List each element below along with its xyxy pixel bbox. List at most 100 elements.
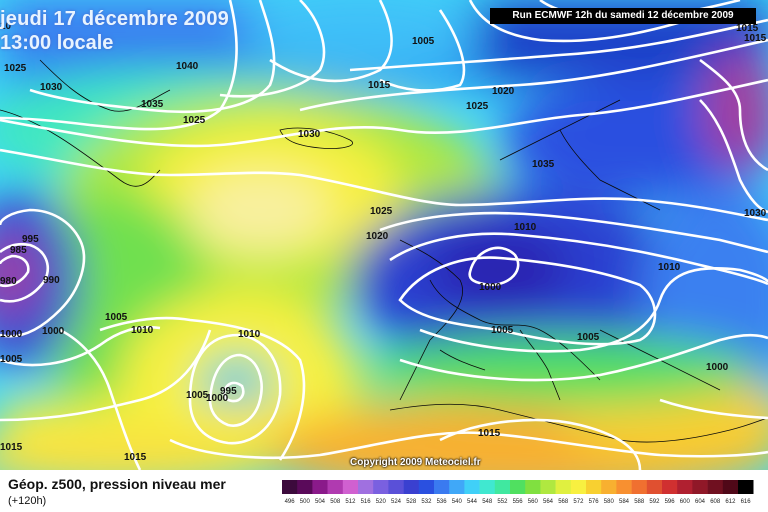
isobar-label: 1035 <box>532 159 555 170</box>
scale-label: 548 <box>482 499 493 505</box>
isobar-label: 1035 <box>141 99 164 110</box>
scale-label: 616 <box>741 499 752 505</box>
isobar-label: 1030 <box>40 82 63 93</box>
isobar-label: 1030 <box>298 129 321 140</box>
scale-label: 500 <box>300 499 311 505</box>
scale-label: 528 <box>406 499 417 505</box>
scale-label: 592 <box>649 499 660 505</box>
scale-swatch <box>403 480 420 494</box>
isobar-label: 1025 <box>183 115 206 126</box>
forecast-time: 13:00 locale <box>0 32 114 54</box>
scale-swatch <box>434 480 450 494</box>
scale-swatch <box>312 480 328 494</box>
isobar-label: 1005 <box>0 354 23 365</box>
isobar-label: 1005 <box>491 325 514 336</box>
scale-label: 604 <box>695 499 706 505</box>
run-info-badge: Run ECMWF 12h du samedi 12 décembre 2009 <box>490 8 756 24</box>
scale-swatch <box>449 480 465 494</box>
scale-swatch <box>464 480 480 494</box>
scale-swatch <box>510 480 526 494</box>
scale-swatch <box>297 480 313 494</box>
isobar-label: 1005 <box>186 390 209 401</box>
scale-label: 568 <box>558 499 569 505</box>
isobar-label: 995 <box>22 234 39 245</box>
scale-label: 540 <box>452 499 463 505</box>
scale-swatch <box>342 480 359 494</box>
scale-label: 524 <box>391 499 402 505</box>
isobar-label: 1005 <box>412 36 435 47</box>
scale-swatch <box>358 480 374 494</box>
scale-swatch <box>282 480 298 494</box>
scale-swatch <box>586 480 602 494</box>
isobar-label: 1010 <box>131 325 154 336</box>
scale-swatch <box>601 480 617 494</box>
scale-swatch <box>738 480 754 494</box>
scale-swatch <box>707 480 724 494</box>
isobar-label: 1015 <box>736 23 759 34</box>
scale-swatch <box>646 480 663 494</box>
scale-label: 584 <box>619 499 630 505</box>
scale-swatch <box>570 480 587 494</box>
scale-label: 572 <box>573 499 584 505</box>
color-scale: 496 500 504 508 512 516 520 524 528 532 536 540 544 5… <box>282 480 754 505</box>
scale-label: 580 <box>604 499 615 505</box>
scale-swatch <box>616 480 632 494</box>
isobar-label: 1015 <box>744 33 767 44</box>
scale-label: 512 <box>345 499 356 505</box>
scale-swatch <box>525 480 541 494</box>
isobar-label: 1030 <box>744 208 767 219</box>
isobar-label: 1000 <box>479 282 502 293</box>
copyright-text: Copyright 2009 Meteociel.fr <box>350 457 481 468</box>
scale-swatch <box>722 480 739 494</box>
scale-label: 544 <box>467 499 478 505</box>
legend-title: Géop. z500, pression niveau mer <box>8 476 226 492</box>
scale-swatch <box>662 480 678 494</box>
isobar-label: 1010 <box>658 262 681 273</box>
isobar-label: 1040 <box>176 61 199 72</box>
scale-label: 608 <box>710 499 721 505</box>
scale-swatch <box>494 480 511 494</box>
scale-swatch <box>327 480 344 494</box>
scale-swatch <box>677 480 693 494</box>
isobar-label: 10 <box>0 21 12 32</box>
isobar-label: 1020 <box>366 231 389 242</box>
scale-label: 600 <box>680 499 691 505</box>
lead-time: (+120h) <box>8 495 47 507</box>
isobar-label: 1025 <box>4 63 27 74</box>
isobar-label: 1015 <box>368 80 391 91</box>
isobar-label: 1020 <box>492 86 515 97</box>
legend-footer: Géop. z500, pression niveau mer (+120h) … <box>0 470 768 512</box>
isobar-label: 1015 <box>478 428 501 439</box>
scale-swatch <box>631 480 648 494</box>
scale-label: 576 <box>589 499 600 505</box>
isobar-label: 1000 <box>206 393 229 404</box>
scale-label: 508 <box>330 499 341 505</box>
coastlines <box>0 59 768 443</box>
scale-swatch <box>388 480 404 494</box>
isobars <box>0 0 768 470</box>
scale-label: 560 <box>528 499 539 505</box>
isobar-label: 995 <box>220 386 237 397</box>
isobar-label: 985 <box>10 245 27 256</box>
isobar-label: 1015 <box>124 452 147 463</box>
isobar-label: 1025 <box>466 101 489 112</box>
scale-swatch <box>373 480 389 494</box>
isobar-labels: 1005 1015 1020 1025 1035 1040 1035 1025 … <box>0 21 767 463</box>
isobar-label: 1015 <box>0 442 23 453</box>
scale-swatch <box>540 480 556 494</box>
scale-label: 588 <box>634 499 645 505</box>
scale-swatch <box>555 480 572 494</box>
scale-label: 556 <box>513 499 524 505</box>
isobar-label: 1025 <box>370 206 393 217</box>
isobar-label: 1000 <box>0 329 23 340</box>
forecast-date: jeudi 17 décembre 2009 <box>0 8 229 30</box>
scale-swatch <box>479 480 496 494</box>
isobar-label: 990 <box>43 275 60 286</box>
scale-label: 536 <box>437 499 448 505</box>
scale-label: 532 <box>421 499 432 505</box>
scale-label: 516 <box>361 499 372 505</box>
scale-label: 564 <box>543 499 554 505</box>
scale-label: 552 <box>497 499 508 505</box>
isobar-label: 1010 <box>238 329 261 340</box>
